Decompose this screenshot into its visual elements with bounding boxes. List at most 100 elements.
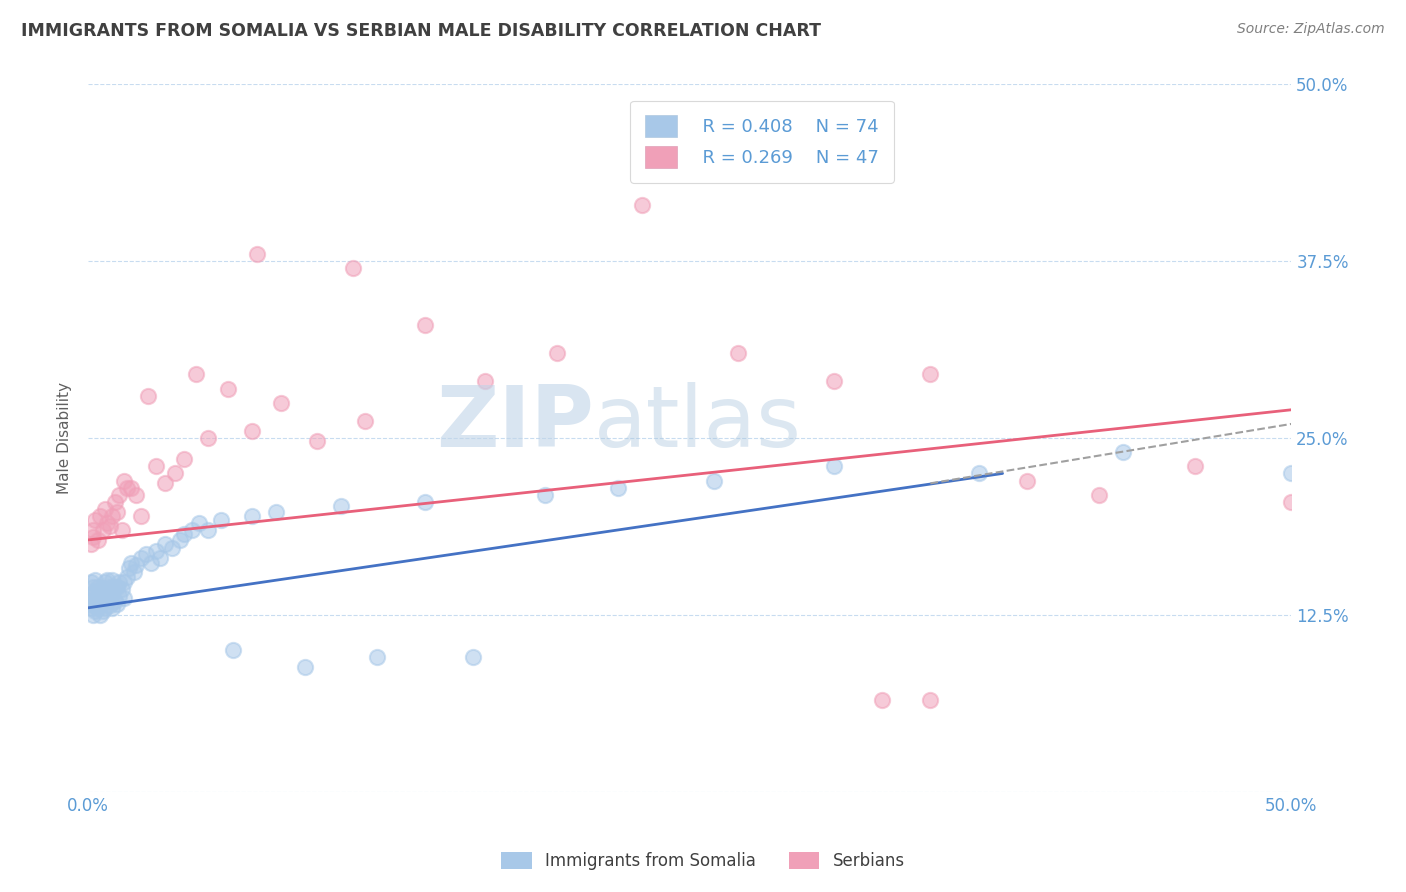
Point (703, 474, 725, 488)
Point (294, 660, 316, 674)
Point (108, 488, 131, 502)
Point (84, 583, 107, 598)
Point (129, 551, 152, 566)
Point (118, 561, 141, 575)
Point (79, 593, 101, 607)
Text: IMMIGRANTS FROM SOMALIA VS SERBIAN MALE DISABILITY CORRELATION CHART: IMMIGRANTS FROM SOMALIA VS SERBIAN MALE … (21, 22, 821, 40)
Point (197, 523, 219, 537)
Point (101, 573, 124, 587)
Point (104, 593, 127, 607)
Point (101, 587, 124, 601)
Point (1015, 474, 1038, 488)
Point (94, 575, 117, 590)
Point (98, 598, 121, 612)
Point (413, 494, 436, 508)
Point (305, 434, 328, 448)
Point (217, 382, 239, 396)
Point (1088, 488, 1111, 502)
Point (94, 590, 117, 604)
Point (84, 573, 107, 587)
Point (82, 607, 104, 622)
Point (342, 261, 364, 276)
Point (153, 537, 176, 551)
Point (727, 346, 749, 360)
Point (186, 368, 208, 382)
Point (187, 516, 209, 530)
Point (920, 692, 942, 706)
Point (104, 494, 127, 508)
Point (173, 452, 195, 467)
Point (920, 368, 942, 382)
Point (94, 600, 117, 615)
Point (89, 607, 111, 622)
Text: ZIP: ZIP (436, 383, 593, 466)
Point (105, 597, 128, 611)
Point (104, 580, 127, 594)
Point (136, 389, 159, 403)
Point (125, 488, 148, 502)
Point (221, 643, 243, 657)
Point (79, 600, 101, 615)
Point (240, 424, 263, 438)
Point (108, 590, 131, 604)
Point (162, 541, 184, 556)
Point (534, 488, 557, 502)
Point (82, 598, 104, 612)
Point (79, 537, 101, 551)
Point (145, 544, 167, 558)
Point (145, 459, 167, 474)
Point (84, 513, 107, 527)
Point (101, 600, 124, 615)
Point (173, 527, 195, 541)
Point (240, 508, 263, 523)
Point (89, 597, 111, 611)
Point (94, 501, 117, 516)
Point (112, 575, 135, 590)
Point (89, 508, 111, 523)
Point (105, 505, 128, 519)
Point (91, 523, 114, 537)
Point (270, 395, 292, 409)
Point (98, 518, 121, 533)
Point (82, 523, 104, 537)
Point (169, 533, 191, 547)
Point (115, 481, 138, 495)
Y-axis label: Male Disability: Male Disability (58, 382, 72, 494)
Point (91, 604, 114, 618)
Point (98, 580, 121, 594)
Point (112, 474, 135, 488)
Point (91, 581, 114, 595)
Point (96, 593, 118, 607)
Point (1279, 494, 1302, 508)
Point (111, 523, 134, 537)
Point (87, 590, 110, 604)
Point (96, 583, 118, 598)
Point (163, 467, 186, 481)
Point (1184, 459, 1206, 474)
Point (84, 604, 107, 618)
Point (101, 508, 124, 523)
Point (129, 508, 152, 523)
Text: atlas: atlas (593, 383, 801, 466)
Point (87, 580, 110, 594)
Point (82, 580, 104, 594)
Text: Source: ZipAtlas.com: Source: ZipAtlas.com (1237, 22, 1385, 37)
Legend: Immigrants from Somalia, Serbians: Immigrants from Somalia, Serbians (495, 845, 911, 877)
Point (89, 585, 111, 599)
Point (329, 499, 352, 513)
Point (96, 516, 118, 530)
Point (153, 476, 176, 491)
Point (87, 600, 110, 615)
Point (112, 591, 135, 605)
Point (823, 459, 845, 474)
Point (111, 582, 134, 597)
Point (354, 414, 377, 428)
Point (122, 566, 145, 580)
Point (1112, 445, 1135, 459)
Point (1279, 467, 1302, 481)
Point (135, 547, 157, 561)
Point (463, 650, 485, 665)
Point (121, 481, 143, 495)
Point (115, 570, 138, 584)
Point (474, 375, 496, 389)
